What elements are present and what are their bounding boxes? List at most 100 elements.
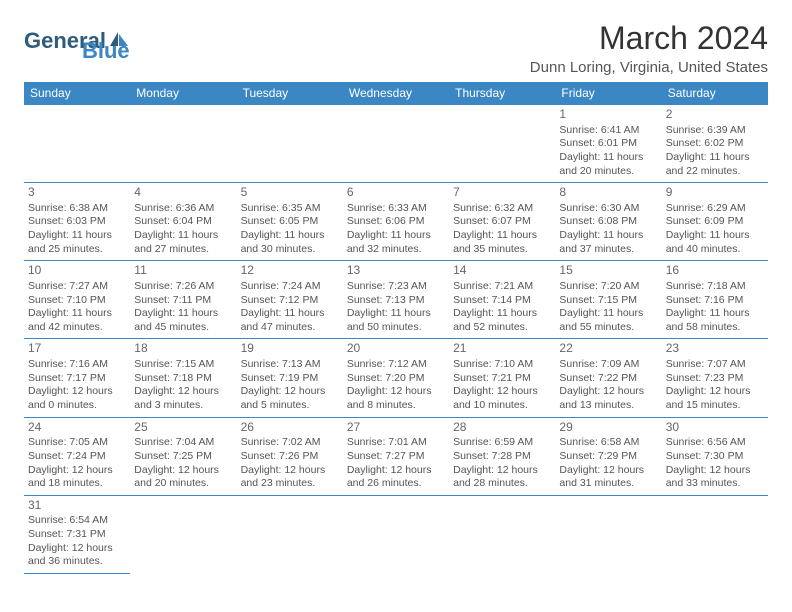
calendar-row: 24Sunrise: 7:05 AMSunset: 7:24 PMDayligh… bbox=[24, 417, 768, 495]
sunrise-text: Sunrise: 7:10 AM bbox=[453, 358, 551, 372]
calendar-cell bbox=[237, 495, 343, 573]
day-number: 15 bbox=[559, 263, 657, 279]
calendar-cell: 14Sunrise: 7:21 AMSunset: 7:14 PMDayligh… bbox=[449, 261, 555, 339]
sunrise-text: Sunrise: 6:41 AM bbox=[559, 124, 657, 138]
sunset-text: Sunset: 7:25 PM bbox=[134, 450, 232, 464]
calendar-cell: 19Sunrise: 7:13 AMSunset: 7:19 PMDayligh… bbox=[237, 339, 343, 417]
sunrise-text: Sunrise: 7:24 AM bbox=[241, 280, 339, 294]
sunrise-text: Sunrise: 7:23 AM bbox=[347, 280, 445, 294]
sunset-text: Sunset: 7:17 PM bbox=[28, 372, 126, 386]
calendar-row: 1Sunrise: 6:41 AMSunset: 6:01 PMDaylight… bbox=[24, 105, 768, 183]
calendar-cell bbox=[130, 105, 236, 183]
weekday-header: Tuesday bbox=[237, 82, 343, 105]
day-number: 30 bbox=[666, 420, 764, 436]
weekday-header: Saturday bbox=[662, 82, 768, 105]
sunrise-text: Sunrise: 6:58 AM bbox=[559, 436, 657, 450]
calendar-cell: 27Sunrise: 7:01 AMSunset: 7:27 PMDayligh… bbox=[343, 417, 449, 495]
day-number: 21 bbox=[453, 341, 551, 357]
daylight-text: Daylight: 11 hours and 25 minutes. bbox=[28, 229, 126, 256]
calendar-cell bbox=[555, 495, 661, 573]
day-number: 20 bbox=[347, 341, 445, 357]
logo: General Blue bbox=[24, 20, 178, 54]
sunrise-text: Sunrise: 6:29 AM bbox=[666, 202, 764, 216]
day-number: 18 bbox=[134, 341, 232, 357]
sunrise-text: Sunrise: 7:27 AM bbox=[28, 280, 126, 294]
daylight-text: Daylight: 12 hours and 3 minutes. bbox=[134, 385, 232, 412]
sunset-text: Sunset: 7:29 PM bbox=[559, 450, 657, 464]
calendar-row: 3Sunrise: 6:38 AMSunset: 6:03 PMDaylight… bbox=[24, 183, 768, 261]
day-number: 26 bbox=[241, 420, 339, 436]
sunset-text: Sunset: 6:02 PM bbox=[666, 137, 764, 151]
calendar-cell bbox=[662, 495, 768, 573]
calendar-row: 10Sunrise: 7:27 AMSunset: 7:10 PMDayligh… bbox=[24, 261, 768, 339]
sunset-text: Sunset: 7:12 PM bbox=[241, 294, 339, 308]
calendar-body: 1Sunrise: 6:41 AMSunset: 6:01 PMDaylight… bbox=[24, 105, 768, 574]
calendar-cell: 7Sunrise: 6:32 AMSunset: 6:07 PMDaylight… bbox=[449, 183, 555, 261]
day-number: 29 bbox=[559, 420, 657, 436]
daylight-text: Daylight: 11 hours and 35 minutes. bbox=[453, 229, 551, 256]
sunrise-text: Sunrise: 6:59 AM bbox=[453, 436, 551, 450]
day-number: 7 bbox=[453, 185, 551, 201]
sunrise-text: Sunrise: 6:54 AM bbox=[28, 514, 126, 528]
sunset-text: Sunset: 6:01 PM bbox=[559, 137, 657, 151]
calendar-cell: 4Sunrise: 6:36 AMSunset: 6:04 PMDaylight… bbox=[130, 183, 236, 261]
calendar-cell: 21Sunrise: 7:10 AMSunset: 7:21 PMDayligh… bbox=[449, 339, 555, 417]
day-number: 19 bbox=[241, 341, 339, 357]
sunrise-text: Sunrise: 6:36 AM bbox=[134, 202, 232, 216]
daylight-text: Daylight: 11 hours and 22 minutes. bbox=[666, 151, 764, 178]
daylight-text: Daylight: 12 hours and 13 minutes. bbox=[559, 385, 657, 412]
daylight-text: Daylight: 11 hours and 47 minutes. bbox=[241, 307, 339, 334]
day-number: 16 bbox=[666, 263, 764, 279]
daylight-text: Daylight: 11 hours and 58 minutes. bbox=[666, 307, 764, 334]
sunrise-text: Sunrise: 7:01 AM bbox=[347, 436, 445, 450]
weekday-row: SundayMondayTuesdayWednesdayThursdayFrid… bbox=[24, 82, 768, 105]
calendar-cell: 20Sunrise: 7:12 AMSunset: 7:20 PMDayligh… bbox=[343, 339, 449, 417]
sunrise-text: Sunrise: 7:21 AM bbox=[453, 280, 551, 294]
sunset-text: Sunset: 7:23 PM bbox=[666, 372, 764, 386]
header: General Blue March 2024 Dunn Loring, Vir… bbox=[24, 20, 768, 76]
sunset-text: Sunset: 7:16 PM bbox=[666, 294, 764, 308]
sunset-text: Sunset: 6:03 PM bbox=[28, 215, 126, 229]
daylight-text: Daylight: 11 hours and 45 minutes. bbox=[134, 307, 232, 334]
sunrise-text: Sunrise: 7:09 AM bbox=[559, 358, 657, 372]
sunrise-text: Sunrise: 7:26 AM bbox=[134, 280, 232, 294]
sunrise-text: Sunrise: 6:56 AM bbox=[666, 436, 764, 450]
daylight-text: Daylight: 11 hours and 50 minutes. bbox=[347, 307, 445, 334]
calendar-cell: 18Sunrise: 7:15 AMSunset: 7:18 PMDayligh… bbox=[130, 339, 236, 417]
calendar-table: SundayMondayTuesdayWednesdayThursdayFrid… bbox=[24, 82, 768, 574]
day-number: 17 bbox=[28, 341, 126, 357]
day-number: 25 bbox=[134, 420, 232, 436]
day-number: 5 bbox=[241, 185, 339, 201]
weekday-header: Wednesday bbox=[343, 82, 449, 105]
page-title: March 2024 bbox=[530, 20, 768, 57]
daylight-text: Daylight: 12 hours and 5 minutes. bbox=[241, 385, 339, 412]
sunset-text: Sunset: 6:04 PM bbox=[134, 215, 232, 229]
daylight-text: Daylight: 11 hours and 20 minutes. bbox=[559, 151, 657, 178]
day-number: 24 bbox=[28, 420, 126, 436]
day-number: 23 bbox=[666, 341, 764, 357]
daylight-text: Daylight: 12 hours and 28 minutes. bbox=[453, 464, 551, 491]
calendar-cell: 13Sunrise: 7:23 AMSunset: 7:13 PMDayligh… bbox=[343, 261, 449, 339]
daylight-text: Daylight: 11 hours and 52 minutes. bbox=[453, 307, 551, 334]
sunset-text: Sunset: 7:13 PM bbox=[347, 294, 445, 308]
calendar-cell: 9Sunrise: 6:29 AMSunset: 6:09 PMDaylight… bbox=[662, 183, 768, 261]
calendar-cell: 3Sunrise: 6:38 AMSunset: 6:03 PMDaylight… bbox=[24, 183, 130, 261]
sunset-text: Sunset: 7:22 PM bbox=[559, 372, 657, 386]
sunset-text: Sunset: 7:31 PM bbox=[28, 528, 126, 542]
calendar-cell: 29Sunrise: 6:58 AMSunset: 7:29 PMDayligh… bbox=[555, 417, 661, 495]
day-number: 4 bbox=[134, 185, 232, 201]
sunrise-text: Sunrise: 6:33 AM bbox=[347, 202, 445, 216]
calendar-cell: 10Sunrise: 7:27 AMSunset: 7:10 PMDayligh… bbox=[24, 261, 130, 339]
sunset-text: Sunset: 6:05 PM bbox=[241, 215, 339, 229]
sunset-text: Sunset: 6:06 PM bbox=[347, 215, 445, 229]
sunrise-text: Sunrise: 7:02 AM bbox=[241, 436, 339, 450]
location: Dunn Loring, Virginia, United States bbox=[530, 59, 768, 76]
sunset-text: Sunset: 7:11 PM bbox=[134, 294, 232, 308]
daylight-text: Daylight: 11 hours and 40 minutes. bbox=[666, 229, 764, 256]
sunset-text: Sunset: 7:19 PM bbox=[241, 372, 339, 386]
sunset-text: Sunset: 7:26 PM bbox=[241, 450, 339, 464]
calendar-cell: 16Sunrise: 7:18 AMSunset: 7:16 PMDayligh… bbox=[662, 261, 768, 339]
calendar-cell: 1Sunrise: 6:41 AMSunset: 6:01 PMDaylight… bbox=[555, 105, 661, 183]
day-number: 8 bbox=[559, 185, 657, 201]
daylight-text: Daylight: 12 hours and 10 minutes. bbox=[453, 385, 551, 412]
